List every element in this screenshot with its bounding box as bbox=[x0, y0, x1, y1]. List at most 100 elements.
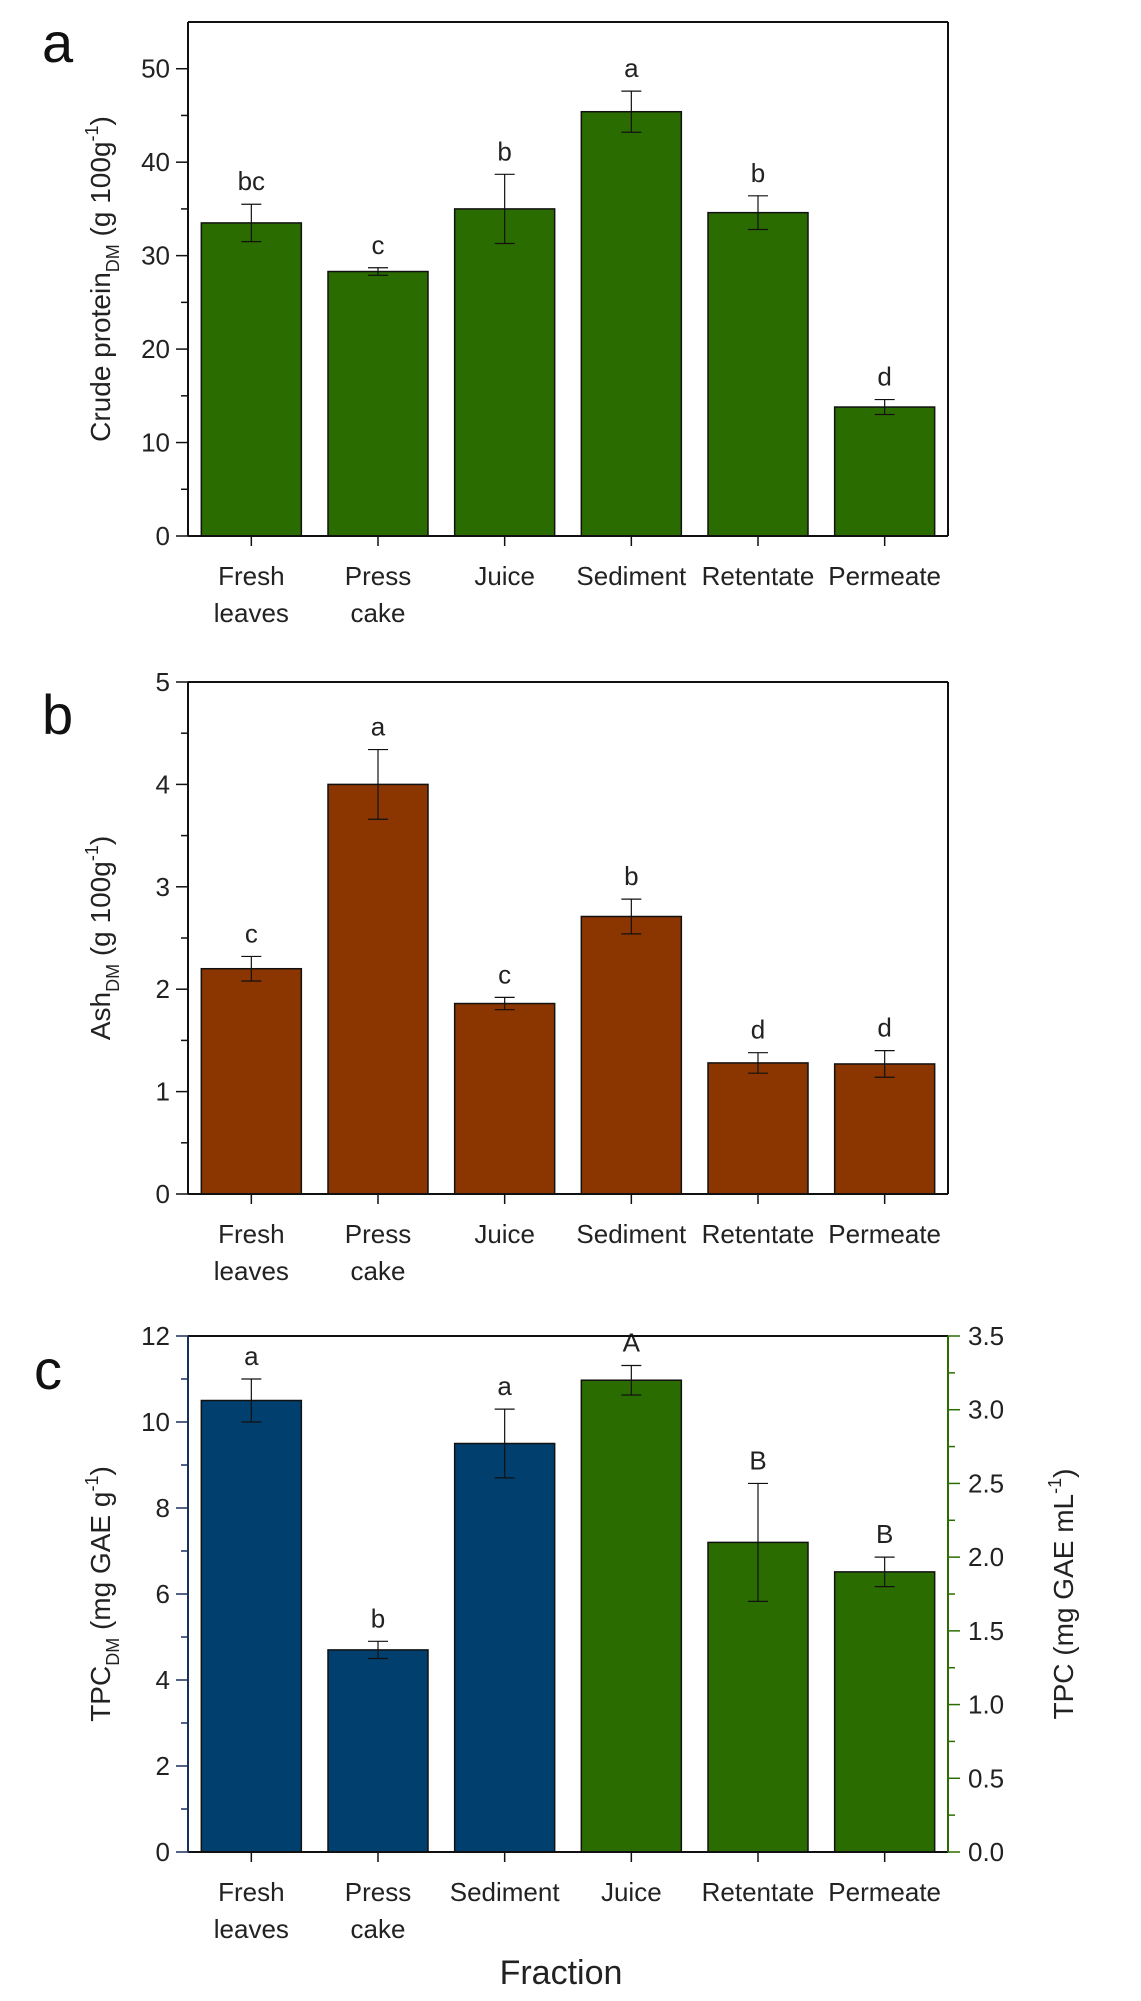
bar-a-5 bbox=[833, 406, 936, 537]
error-bar-a-4 bbox=[748, 195, 768, 231]
bar-b-1 bbox=[327, 783, 429, 1195]
y-tick-label-b-1: 1 bbox=[156, 1077, 170, 1107]
error-bar-c-3 bbox=[621, 1364, 642, 1396]
error-bar-b-2 bbox=[494, 996, 515, 1011]
error-bar-b-4 bbox=[748, 1052, 768, 1074]
significance-label-c-5: B bbox=[876, 1519, 893, 1549]
panel-a: a bc Fresh leaves c Press cake b Juice a Sediment… bbox=[42, 11, 949, 628]
category-label-c-1: Press cake bbox=[345, 1877, 411, 1944]
bar-c-5 bbox=[833, 1571, 936, 1853]
category-label-a-1: Press cake bbox=[345, 561, 411, 628]
y2-tick-label-5: 2.5 bbox=[968, 1468, 1004, 1498]
y2-tick-label-4: 2.0 bbox=[968, 1542, 1004, 1572]
category-label-b-3: Sediment bbox=[576, 1219, 687, 1249]
error-bar-a-0 bbox=[241, 203, 262, 243]
category-label-c-0: Fresh leaves bbox=[214, 1877, 289, 1944]
category-label-c-3: Juice bbox=[601, 1877, 662, 1907]
y-tick-label-a-1: 10 bbox=[141, 428, 170, 458]
category-label-c-2: Sediment bbox=[450, 1877, 561, 1907]
bar-a-1 bbox=[327, 270, 429, 537]
significance-label-c-3: A bbox=[623, 1327, 641, 1357]
y-axis-title-a: Crude proteinDM (g 100g-1) bbox=[82, 116, 123, 442]
error-bar-c-2 bbox=[494, 1408, 515, 1479]
y-axis-c: 0 2 4 6 8 10 12 bbox=[141, 1321, 188, 1867]
y-tick-label-b-0: 0 bbox=[156, 1179, 170, 1209]
panel-c: c a Fresh leaves b Press cake a Sediment A Juice B… bbox=[34, 1321, 1079, 1944]
x-axis-title: Fraction bbox=[500, 1954, 623, 1992]
y2-axis-c: 0.0 0.5 1.0 1.5 2.0 2.5 3.0 3.5 bbox=[948, 1321, 1004, 1867]
category-label-a-5: Permeate bbox=[828, 561, 941, 591]
bar-b-0 bbox=[200, 967, 303, 1195]
significance-label-b-0: c bbox=[245, 918, 258, 948]
error-bar-c-0 bbox=[241, 1378, 262, 1423]
y-tick-label-c-1: 2 bbox=[156, 1751, 170, 1781]
error-bar-b-5 bbox=[874, 1050, 895, 1078]
bar-c-3 bbox=[580, 1379, 683, 1853]
bar-b-5 bbox=[833, 1063, 936, 1195]
panel-b-letter: b bbox=[42, 683, 73, 746]
y-tick-label-c-6: 12 bbox=[141, 1321, 170, 1351]
significance-label-b-4: d bbox=[751, 1015, 765, 1045]
significance-label-a-3: a bbox=[624, 53, 639, 83]
panel-a-letter: a bbox=[42, 11, 74, 74]
y-tick-label-a-3: 30 bbox=[141, 241, 170, 271]
error-bar-b-0 bbox=[241, 955, 262, 982]
y-tick-label-b-5: 5 bbox=[156, 667, 170, 697]
bar-b-4 bbox=[707, 1062, 809, 1195]
error-bar-b-1 bbox=[368, 748, 388, 820]
category-label-b-4: Retentate bbox=[702, 1219, 815, 1249]
error-bar-b-3 bbox=[621, 898, 642, 935]
y-tick-label-a-4: 40 bbox=[141, 147, 170, 177]
bar-b-2 bbox=[453, 1002, 556, 1195]
error-bar-c-4 bbox=[748, 1482, 768, 1602]
significance-label-b-2: c bbox=[498, 959, 511, 989]
y2-axis-title: TPC (mg GAE mL-1) bbox=[1045, 1469, 1079, 1720]
category-label-a-4: Retentate bbox=[702, 561, 815, 591]
category-label-b-5: Permeate bbox=[828, 1219, 941, 1249]
panel-c-letter: c bbox=[34, 1338, 62, 1401]
significance-label-a-0: bc bbox=[238, 166, 265, 196]
y2-tick-label-1: 0.5 bbox=[968, 1763, 1004, 1793]
category-label-b-1: Press cake bbox=[345, 1219, 411, 1286]
significance-label-b-5: d bbox=[877, 1013, 891, 1043]
y-tick-label-c-2: 4 bbox=[156, 1665, 170, 1695]
y-tick-label-c-3: 6 bbox=[156, 1579, 170, 1609]
bar-a-4 bbox=[707, 211, 809, 537]
significance-label-a-5: d bbox=[877, 362, 891, 392]
y-tick-label-a-0: 0 bbox=[156, 521, 170, 551]
error-bar-c-5 bbox=[874, 1556, 895, 1588]
category-label-c-4: Retentate bbox=[702, 1877, 815, 1907]
error-bar-c-1 bbox=[368, 1640, 388, 1660]
significance-label-a-2: b bbox=[497, 136, 511, 166]
panel-b: b c Fresh leaves a Press cake c Juice b Sediment d… bbox=[42, 667, 949, 1286]
plot-frame-a bbox=[187, 21, 949, 537]
bar-b-3 bbox=[580, 915, 683, 1195]
category-label-b-0: Fresh leaves bbox=[214, 1219, 289, 1286]
significance-label-a-4: b bbox=[751, 158, 765, 188]
y2-tick-label-2: 1.0 bbox=[968, 1690, 1004, 1720]
error-bar-a-5 bbox=[874, 398, 895, 416]
error-bar-a-2 bbox=[494, 173, 515, 245]
error-bar-a-1 bbox=[368, 267, 388, 276]
significance-label-b-1: a bbox=[371, 712, 386, 742]
y-tick-label-a-2: 20 bbox=[141, 334, 170, 364]
error-bar-a-3 bbox=[621, 90, 642, 133]
category-label-c-5: Permeate bbox=[828, 1877, 941, 1907]
y-tick-label-c-5: 10 bbox=[141, 1407, 170, 1437]
bar-c-1 bbox=[327, 1649, 429, 1853]
y-axis-title-c: TPCDM (mg GAE g-1) bbox=[82, 1466, 123, 1722]
y-tick-label-a-5: 50 bbox=[141, 54, 170, 84]
category-label-a-3: Sediment bbox=[576, 561, 687, 591]
y2-tick-label-3: 1.5 bbox=[968, 1616, 1004, 1646]
significance-label-c-4: B bbox=[749, 1445, 766, 1475]
y-tick-label-b-4: 4 bbox=[156, 769, 170, 799]
bar-a-0 bbox=[200, 222, 303, 537]
significance-label-c-1: b bbox=[371, 1603, 385, 1633]
category-label-b-2: Juice bbox=[474, 1219, 535, 1249]
y-tick-label-c-0: 0 bbox=[156, 1837, 170, 1867]
y-tick-label-b-2: 2 bbox=[156, 974, 170, 1004]
y2-tick-label-6: 3.0 bbox=[968, 1395, 1004, 1425]
category-label-a-2: Juice bbox=[474, 561, 535, 591]
bar-c-2 bbox=[453, 1442, 556, 1853]
